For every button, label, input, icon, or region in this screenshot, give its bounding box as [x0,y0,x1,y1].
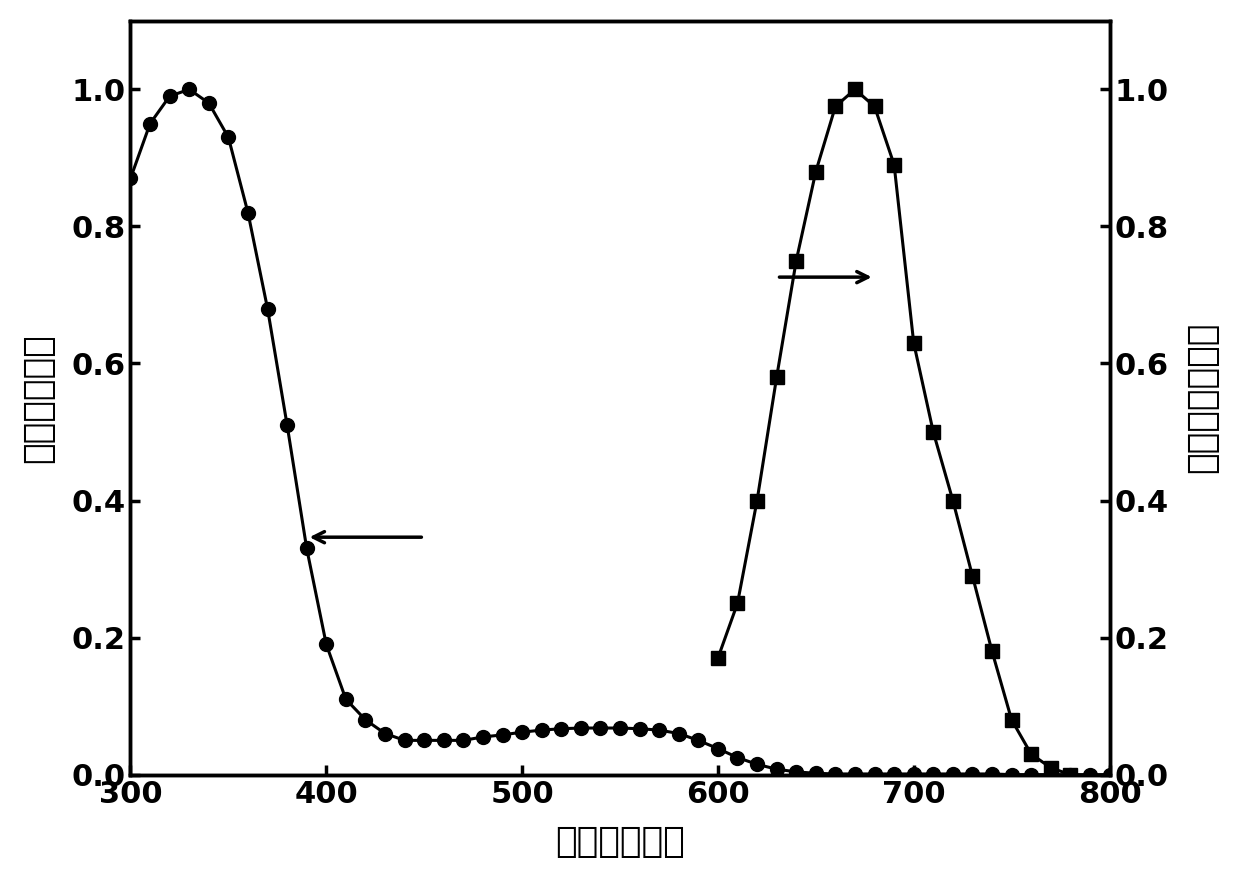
Y-axis label: 归一化吸光度: 归一化吸光度 [21,333,55,463]
X-axis label: 波长（纳米）: 波长（纳米） [556,825,684,859]
Y-axis label: 归一化荧光强度: 归一化荧光强度 [1185,322,1219,473]
